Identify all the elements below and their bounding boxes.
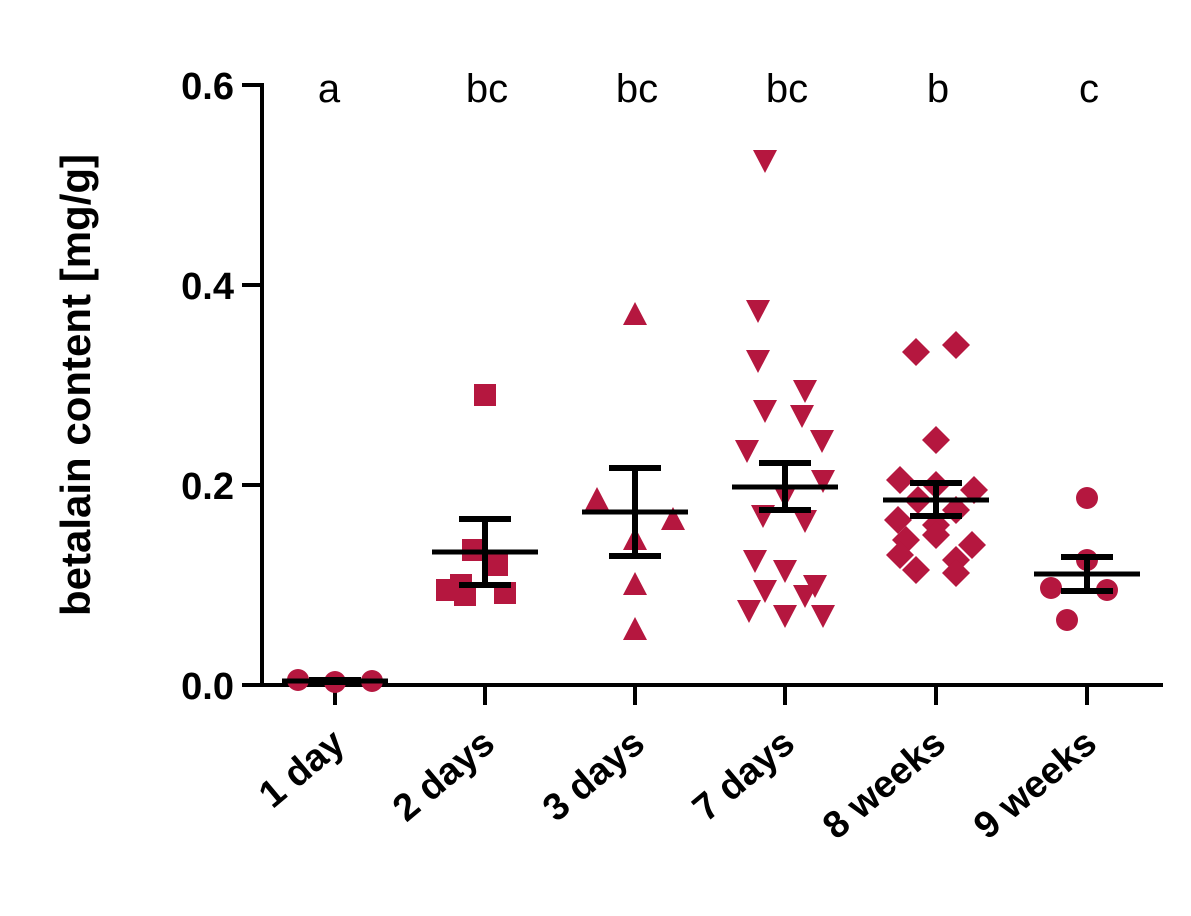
x-tick-label: 1 day (251, 722, 352, 817)
data-point (810, 430, 834, 453)
y-tick-label: 0.0 (181, 666, 234, 708)
significance-letter: a (318, 67, 341, 111)
x-tick-label: 7 days (685, 722, 803, 830)
data-point (486, 554, 508, 576)
data-point (902, 556, 930, 584)
data-point (436, 579, 458, 601)
data-point (743, 550, 767, 573)
data-point (942, 559, 970, 587)
data-point (1056, 609, 1078, 631)
significance-letter: bc (466, 67, 508, 111)
significance-letter: bc (616, 67, 658, 111)
axes (242, 83, 1163, 705)
data-point (942, 331, 970, 359)
data-point (790, 405, 814, 428)
data-point (623, 617, 647, 640)
data-point (623, 302, 647, 325)
data-point (773, 560, 797, 583)
data-point (737, 600, 761, 623)
data-point (773, 605, 797, 628)
data-point (735, 440, 759, 463)
x-tick-label: 8 weeks (815, 722, 954, 848)
significance-letter: b (927, 67, 949, 111)
data-point (886, 541, 914, 569)
x-tick-label: 3 days (535, 722, 653, 830)
y-tick-label: 0.6 (181, 66, 234, 108)
y-tick-label: 0.4 (181, 266, 234, 308)
data-point (811, 470, 835, 493)
data-point (902, 338, 930, 366)
data-point (623, 572, 647, 595)
data-point (960, 476, 988, 504)
data-point (753, 150, 777, 173)
data-point (886, 466, 914, 494)
x-tick-label: 2 days (385, 722, 503, 830)
data-point (585, 487, 609, 510)
data-point (746, 350, 770, 373)
data-point (793, 585, 817, 608)
data-point (454, 584, 476, 606)
significance-letter: bc (766, 67, 808, 111)
y-tick-label: 0.2 (181, 466, 234, 508)
data-point (753, 400, 777, 423)
data-point (793, 380, 817, 403)
data-point (1040, 577, 1062, 599)
data-point (958, 531, 986, 559)
x-tick-label: 9 weeks (966, 722, 1105, 848)
y-axis-title: betalain content [mg/g] (52, 154, 99, 616)
data-markers (287, 150, 1118, 693)
labels: 0.0 0.2 0.4 0.6 1 day 2 days 3 days 7 days 8 wee… (181, 66, 1105, 848)
data-point (753, 580, 777, 603)
data-point (811, 605, 835, 628)
data-point (793, 510, 817, 533)
data-point (746, 300, 770, 323)
data-point (474, 384, 496, 406)
error-bars (282, 460, 1140, 685)
data-point (1076, 487, 1098, 509)
data-point (661, 507, 685, 530)
significance-letter: c (1079, 67, 1099, 111)
data-point (922, 521, 950, 549)
data-point (922, 426, 950, 454)
